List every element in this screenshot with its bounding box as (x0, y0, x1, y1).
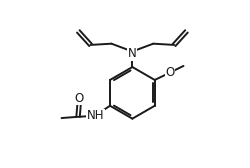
Text: O: O (75, 92, 84, 105)
Text: O: O (165, 66, 174, 79)
Text: NH: NH (86, 109, 104, 122)
Text: N: N (128, 47, 137, 60)
